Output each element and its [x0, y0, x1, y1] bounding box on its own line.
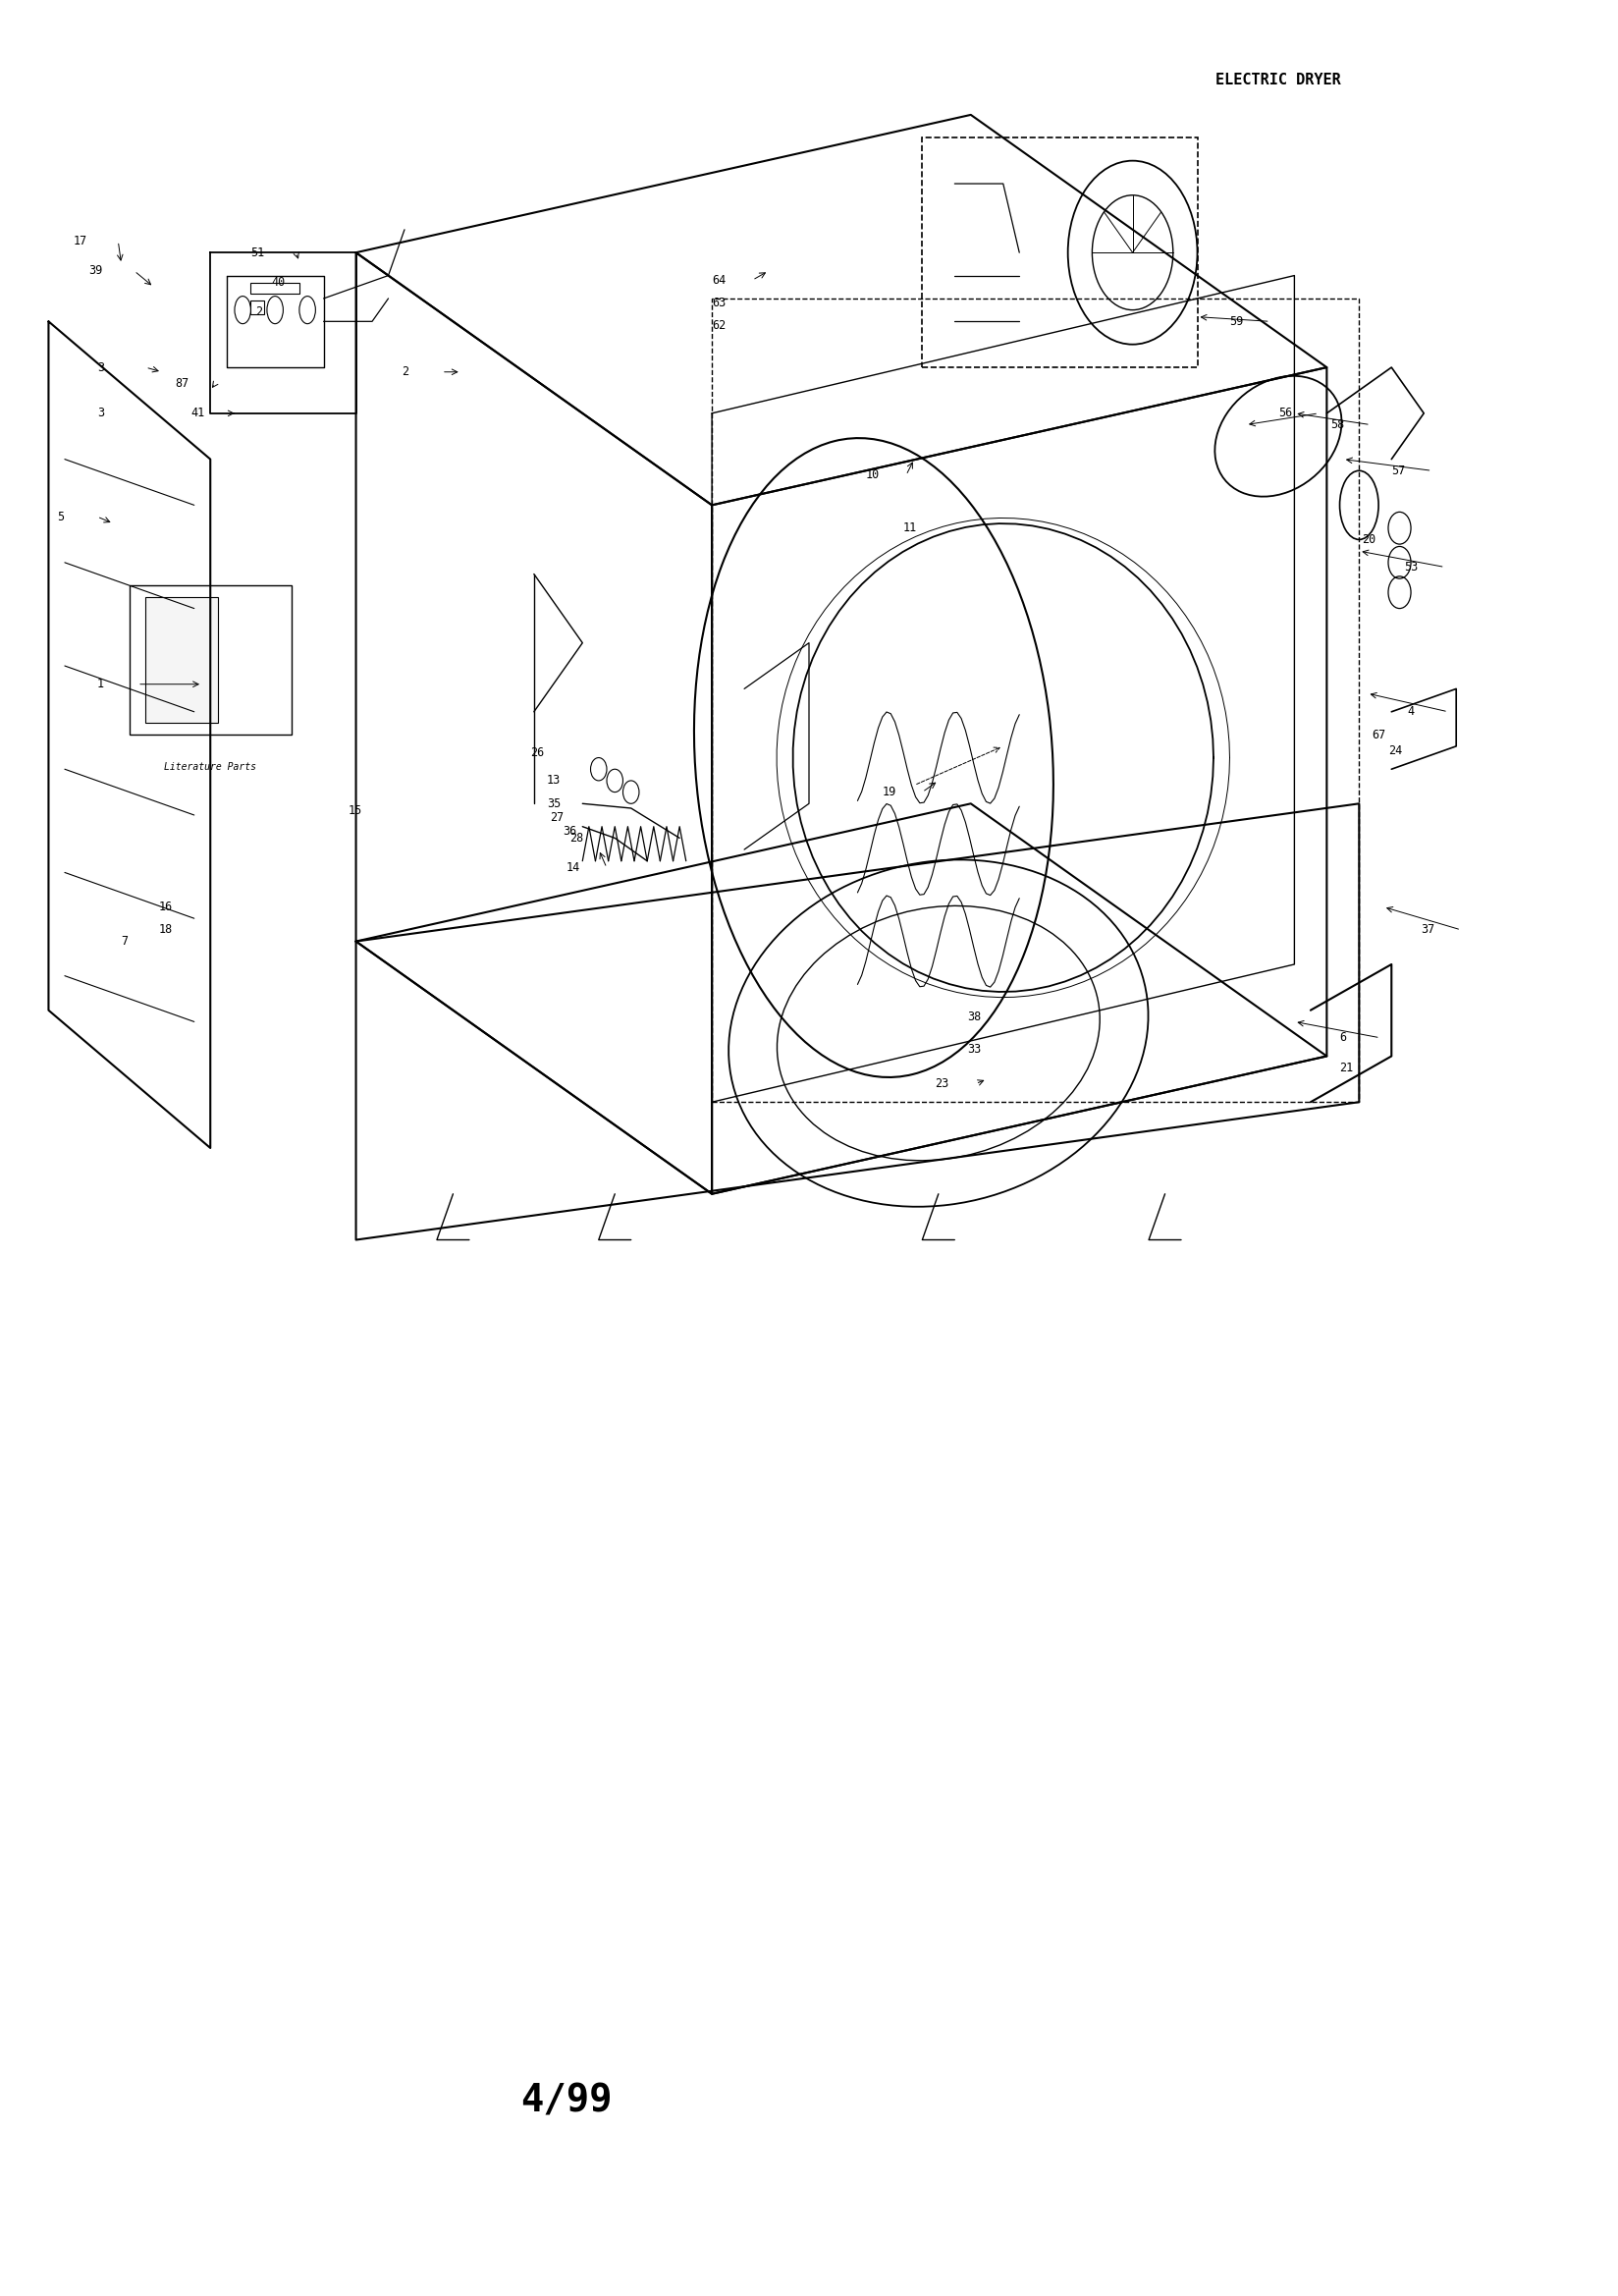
Text: 33: 33 — [968, 1042, 982, 1056]
Text: 19: 19 — [882, 785, 896, 799]
Text: 27: 27 — [550, 810, 565, 824]
Text: 38: 38 — [968, 1010, 982, 1024]
Text: 59: 59 — [1230, 315, 1244, 328]
Text: 58: 58 — [1330, 418, 1345, 432]
Text: 14: 14 — [566, 861, 581, 875]
Text: 7: 7 — [121, 934, 128, 948]
Text: 64: 64 — [712, 273, 726, 287]
Text: ELECTRIC DRYER: ELECTRIC DRYER — [1215, 73, 1341, 87]
Text: 4/99: 4/99 — [521, 2082, 612, 2119]
Text: 28: 28 — [570, 831, 584, 845]
Text: 23: 23 — [935, 1077, 950, 1091]
Text: 1: 1 — [97, 677, 104, 691]
Text: 2: 2 — [256, 305, 262, 319]
Text: 37: 37 — [1421, 923, 1435, 937]
Text: 41: 41 — [191, 406, 205, 420]
Text: 40: 40 — [272, 276, 286, 289]
Text: 6: 6 — [1340, 1031, 1346, 1045]
Text: 15: 15 — [348, 804, 362, 817]
Text: 26: 26 — [531, 746, 545, 760]
Text: 16: 16 — [159, 900, 173, 914]
Text: 18: 18 — [159, 923, 173, 937]
Text: 67: 67 — [1372, 728, 1387, 742]
Text: 63: 63 — [712, 296, 726, 310]
Text: 24: 24 — [1388, 744, 1403, 758]
Text: 3: 3 — [97, 360, 104, 374]
Text: 35: 35 — [547, 797, 561, 810]
Text: 53: 53 — [1404, 560, 1419, 574]
Text: 20: 20 — [1362, 533, 1377, 546]
Bar — [146, 597, 218, 723]
Text: 17: 17 — [73, 234, 87, 248]
Bar — [922, 138, 1197, 367]
Text: 62: 62 — [712, 319, 726, 333]
Bar — [129, 585, 291, 735]
Text: 36: 36 — [563, 824, 578, 838]
Text: 5: 5 — [57, 510, 63, 523]
Text: 4: 4 — [1408, 705, 1414, 719]
Text: 56: 56 — [1278, 406, 1293, 420]
Text: 11: 11 — [903, 521, 917, 535]
Text: 13: 13 — [547, 774, 561, 788]
Text: 10: 10 — [866, 468, 880, 482]
Text: 87: 87 — [175, 377, 189, 390]
Text: 21: 21 — [1340, 1061, 1354, 1075]
Text: 39: 39 — [89, 264, 104, 278]
Text: Literature Parts: Literature Parts — [163, 762, 257, 771]
Text: 51: 51 — [251, 246, 265, 259]
Bar — [251, 301, 264, 315]
Text: 3: 3 — [97, 406, 104, 420]
Text: 57: 57 — [1391, 464, 1406, 478]
Bar — [251, 282, 299, 294]
Text: 2: 2 — [401, 365, 408, 379]
Bar — [712, 298, 1359, 1102]
